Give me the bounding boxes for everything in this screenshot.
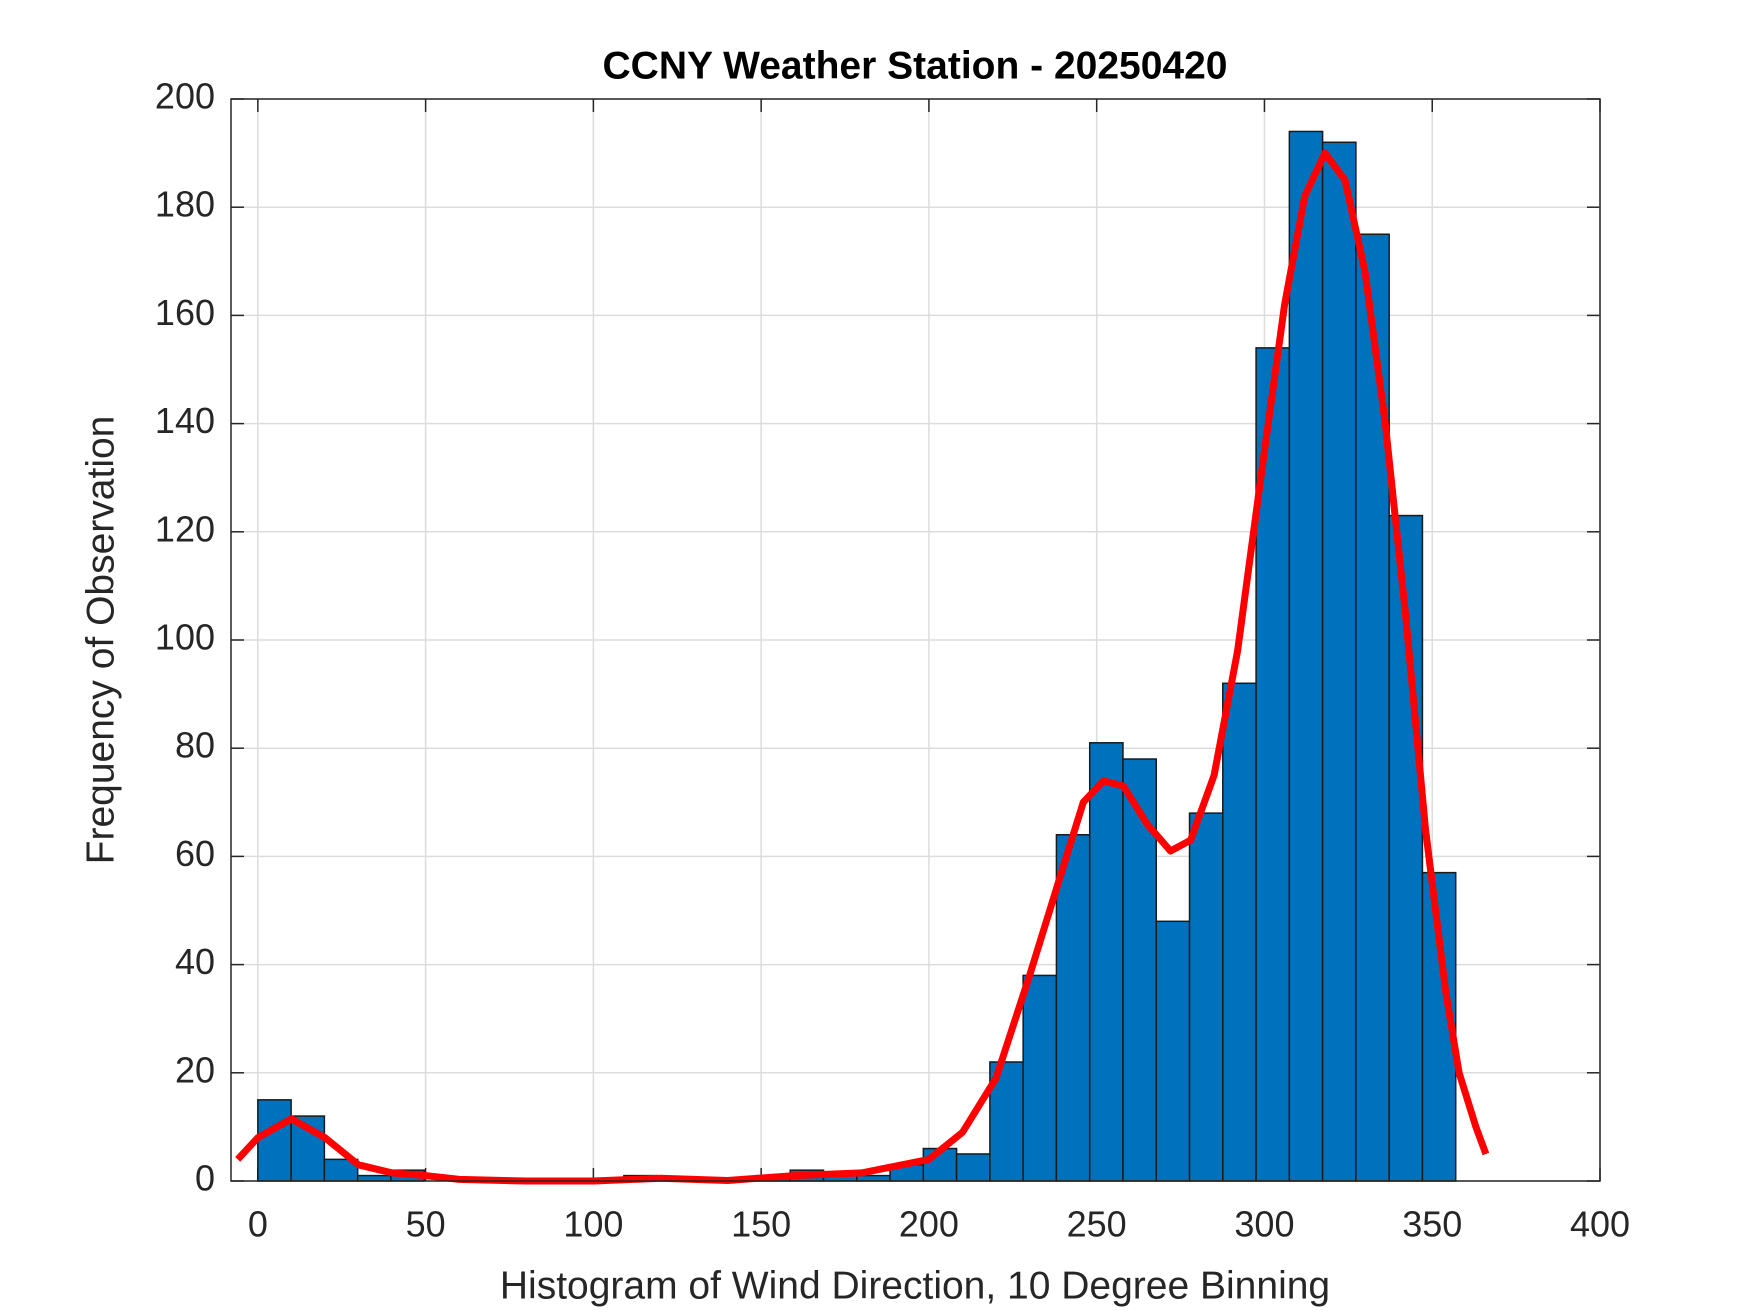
x-axis-label: Histogram of Wind Direction, 10 Degree B… <box>500 1264 1330 1307</box>
bar <box>1321 141 1357 1182</box>
bar <box>1355 233 1390 1182</box>
x-tick-label: 300 <box>1234 1204 1294 1245</box>
x-tick-label: 150 <box>731 1204 791 1245</box>
bar <box>1088 742 1124 1182</box>
y-tick-label: 200 <box>155 76 215 117</box>
y-tick-label: 180 <box>155 184 215 225</box>
bar <box>356 1174 392 1182</box>
y-axis-label: Frequency of Observation <box>79 416 122 865</box>
bar <box>1122 758 1157 1182</box>
bar <box>1022 974 1058 1182</box>
bar <box>1222 682 1257 1182</box>
x-tick-label: 400 <box>1570 1204 1630 1245</box>
x-tick-label: 50 <box>406 1204 446 1245</box>
y-tick-label: 20 <box>175 1049 215 1090</box>
y-tick-label: 140 <box>155 400 215 441</box>
bar <box>1288 130 1324 1182</box>
x-tick-label: 200 <box>899 1204 959 1245</box>
y-tick-label: 60 <box>175 833 215 874</box>
y-tick-label: 100 <box>155 617 215 658</box>
x-tick-label: 0 <box>248 1204 268 1245</box>
x-tick-label: 100 <box>563 1204 623 1245</box>
bar <box>1055 834 1091 1182</box>
x-tick-label: 250 <box>1067 1204 1127 1245</box>
x-tick-label: 350 <box>1402 1204 1462 1245</box>
y-tick-label: 160 <box>155 292 215 333</box>
bar <box>955 1153 991 1182</box>
bar <box>1155 920 1191 1182</box>
bar <box>257 1099 292 1182</box>
y-tick-label: 40 <box>175 941 215 982</box>
y-tick-label: 120 <box>155 508 215 549</box>
bar <box>1188 812 1224 1182</box>
density-curve <box>235 149 1490 1185</box>
y-tick-label: 80 <box>175 725 215 766</box>
y-tick-label: 0 <box>195 1158 215 1199</box>
chart-title: CCNY Weather Station - 20250420 <box>603 44 1228 87</box>
axes-box <box>230 98 1601 1182</box>
